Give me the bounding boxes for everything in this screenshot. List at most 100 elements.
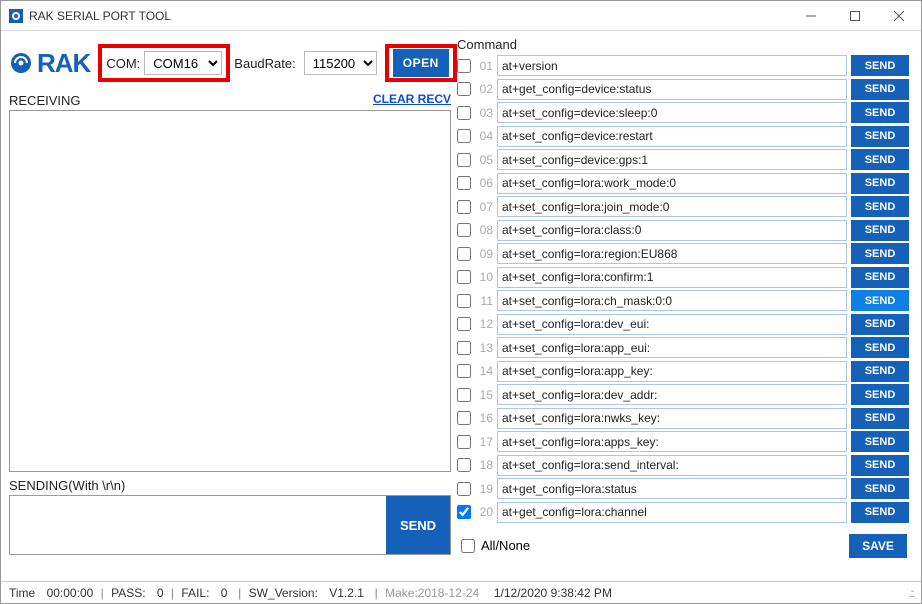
command-index: 08: [475, 223, 493, 237]
command-input[interactable]: [497, 502, 847, 523]
command-input[interactable]: [497, 173, 847, 194]
receiving-textarea[interactable]: [9, 110, 451, 472]
command-input[interactable]: [497, 431, 847, 452]
command-checkbox[interactable]: [457, 505, 471, 519]
command-send-button[interactable]: SEND: [851, 361, 909, 382]
command-index: 14: [475, 364, 493, 378]
command-send-button[interactable]: SEND: [851, 102, 909, 123]
command-row: 01SEND: [457, 54, 909, 77]
command-input[interactable]: [497, 267, 847, 288]
command-send-button[interactable]: SEND: [851, 384, 909, 405]
command-send-button[interactable]: SEND: [851, 478, 909, 499]
command-input[interactable]: [497, 478, 847, 499]
close-button[interactable]: [877, 1, 921, 31]
command-checkbox[interactable]: [457, 59, 471, 73]
all-none-toggle[interactable]: All/None: [461, 538, 530, 553]
command-send-button[interactable]: SEND: [851, 314, 909, 335]
sending-label: SENDING(With \r\n): [9, 478, 451, 493]
command-input[interactable]: [497, 408, 847, 429]
resize-grip-icon: .::: [909, 586, 913, 600]
com-select[interactable]: COM16: [144, 51, 222, 75]
command-index: 20: [475, 505, 493, 519]
command-send-button[interactable]: SEND: [851, 196, 909, 217]
command-index: 12: [475, 317, 493, 331]
command-checkbox[interactable]: [457, 341, 471, 355]
command-send-button[interactable]: SEND: [851, 149, 909, 170]
maximize-button[interactable]: [833, 1, 877, 31]
command-checkbox[interactable]: [457, 247, 471, 261]
command-send-button[interactable]: SEND: [851, 290, 909, 311]
open-highlight: OPEN: [385, 44, 457, 82]
com-highlight: COM: COM16: [98, 44, 230, 82]
command-checkbox[interactable]: [457, 223, 471, 237]
command-checkbox[interactable]: [457, 317, 471, 331]
all-none-label: All/None: [481, 538, 530, 553]
command-row: 12 SEND: [457, 313, 909, 336]
command-checkbox[interactable]: [457, 82, 471, 96]
command-input[interactable]: [497, 126, 847, 147]
command-checkbox[interactable]: [457, 129, 471, 143]
command-checkbox[interactable]: [457, 153, 471, 167]
command-send-button[interactable]: SEND: [851, 431, 909, 452]
command-checkbox[interactable]: [457, 435, 471, 449]
command-send-button[interactable]: SEND: [851, 267, 909, 288]
clear-recv-link[interactable]: CLEAR RECV: [373, 92, 451, 106]
window-title: RAK SERIAL PORT TOOL: [29, 9, 789, 23]
save-button[interactable]: SAVE: [849, 534, 907, 558]
command-checkbox[interactable]: [457, 106, 471, 120]
minimize-button[interactable]: [789, 1, 833, 31]
command-row: 07SEND: [457, 195, 909, 218]
command-send-button[interactable]: SEND: [851, 173, 909, 194]
connection-row: RAK COM: COM16 BaudRate: 115200 OPEN: [9, 37, 451, 89]
command-send-button[interactable]: SEND: [851, 55, 909, 76]
command-send-button[interactable]: SEND: [851, 408, 909, 429]
command-input[interactable]: [497, 243, 847, 264]
command-input[interactable]: [497, 361, 847, 382]
command-input[interactable]: [497, 337, 847, 358]
command-send-button[interactable]: SEND: [851, 79, 909, 100]
command-send-button[interactable]: SEND: [851, 337, 909, 358]
command-send-button[interactable]: SEND: [851, 455, 909, 476]
command-checkbox[interactable]: [457, 176, 471, 190]
command-index: 04: [475, 129, 493, 143]
logo: RAK: [9, 48, 90, 79]
command-checkbox[interactable]: [457, 364, 471, 378]
command-row: 15SEND: [457, 383, 909, 406]
command-input[interactable]: [497, 455, 847, 476]
command-input[interactable]: [497, 314, 847, 335]
command-index: 19: [475, 482, 493, 496]
command-checkbox[interactable]: [457, 388, 471, 402]
command-index: 16: [475, 411, 493, 425]
command-input[interactable]: [497, 149, 847, 170]
status-timestamp: 1/12/2020 9:38:42 PM: [494, 586, 612, 600]
open-button[interactable]: OPEN: [393, 49, 449, 77]
command-input[interactable]: [497, 220, 847, 241]
command-input[interactable]: [497, 290, 847, 311]
status-ver: V1.2.1: [329, 586, 364, 600]
command-send-button[interactable]: SEND: [851, 243, 909, 264]
command-input[interactable]: [497, 196, 847, 217]
command-index: 13: [475, 341, 493, 355]
baud-select[interactable]: 115200: [304, 51, 377, 75]
command-send-button[interactable]: SEND: [851, 126, 909, 147]
status-ver-label: SW_Version:: [249, 586, 318, 600]
command-label: Command: [457, 37, 909, 52]
command-checkbox[interactable]: [457, 482, 471, 496]
command-send-button[interactable]: SEND: [851, 502, 909, 523]
command-input[interactable]: [497, 79, 847, 100]
command-checkbox[interactable]: [457, 200, 471, 214]
command-input[interactable]: [497, 55, 847, 76]
command-send-button[interactable]: SEND: [851, 220, 909, 241]
app-icon: [9, 9, 23, 23]
sending-textarea[interactable]: [10, 496, 386, 554]
command-checkbox[interactable]: [457, 411, 471, 425]
command-list: 01SEND02SEND03SEND04SEND05SEND06SEND07SE…: [457, 54, 909, 524]
all-none-checkbox[interactable]: [461, 539, 475, 553]
command-input[interactable]: [497, 102, 847, 123]
command-checkbox[interactable]: [457, 270, 471, 284]
send-button[interactable]: SEND: [386, 496, 450, 554]
command-checkbox[interactable]: [457, 458, 471, 472]
command-input[interactable]: [497, 384, 847, 405]
command-checkbox[interactable]: [457, 294, 471, 308]
command-row: 03SEND: [457, 101, 909, 124]
